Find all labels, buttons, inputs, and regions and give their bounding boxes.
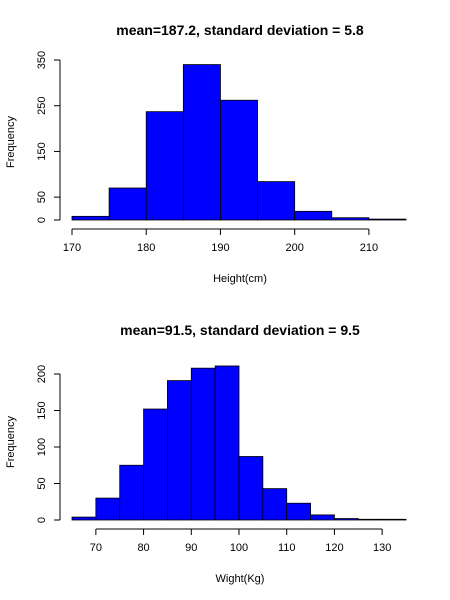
histogram-bar bbox=[182, 64, 221, 221]
x-tick-label: 190 bbox=[211, 242, 229, 254]
axes: 170 180 190 200 210 0 50 150 250 350 bbox=[36, 51, 378, 254]
axes: 70 80 90 100 110 120 130 0 50 100 150 200 bbox=[36, 365, 391, 554]
histogram-bar bbox=[190, 367, 216, 521]
y-tick-label: 0 bbox=[36, 517, 48, 523]
x-tick-label: 210 bbox=[360, 242, 378, 254]
chart-title: mean=187.2, standard deviation = 5.8 bbox=[116, 22, 364, 38]
histogram-bar bbox=[238, 456, 264, 521]
histogram-bar bbox=[71, 215, 110, 221]
histogram-bar bbox=[294, 210, 333, 221]
histogram-bar bbox=[71, 516, 97, 521]
histogram-bar bbox=[108, 187, 147, 221]
y-tick-label: 50 bbox=[36, 191, 48, 203]
histogram-bar bbox=[145, 111, 184, 221]
histogram-bar bbox=[220, 99, 258, 221]
histogram-bar bbox=[143, 408, 168, 521]
y-axis-label: Frequency bbox=[5, 416, 17, 468]
x-tick-label: 130 bbox=[373, 542, 391, 554]
x-tick-label: 100 bbox=[230, 542, 248, 554]
y-axis-label: Frequency bbox=[5, 116, 17, 168]
height-histogram-panel: mean=187.2, standard deviation = 5.8 Hei… bbox=[5, 22, 407, 285]
chart-title: mean=91.5, standard deviation = 9.5 bbox=[120, 322, 360, 338]
histogram-bar bbox=[357, 518, 383, 521]
x-tick-label: 80 bbox=[137, 542, 149, 554]
y-tick-label: 200 bbox=[36, 365, 48, 383]
y-tick-label: 250 bbox=[36, 97, 48, 115]
histogram-bar bbox=[286, 502, 311, 521]
x-axis-label: Height(cm) bbox=[213, 273, 267, 285]
y-tick-label: 0 bbox=[36, 217, 48, 223]
x-tick-label: 180 bbox=[137, 242, 155, 254]
x-tick-label: 120 bbox=[325, 542, 343, 554]
bars bbox=[71, 365, 407, 521]
y-tick-label: 100 bbox=[36, 438, 48, 456]
y-tick-label: 350 bbox=[36, 51, 48, 69]
bars bbox=[71, 64, 407, 221]
y-tick-label: 150 bbox=[36, 401, 48, 419]
x-tick-label: 90 bbox=[185, 542, 197, 554]
histogram-bar bbox=[334, 518, 359, 521]
x-tick-label: 170 bbox=[63, 242, 81, 254]
histogram-bar bbox=[262, 488, 288, 521]
y-tick-label: 150 bbox=[36, 142, 48, 160]
histogram-bar bbox=[257, 181, 296, 221]
y-tick-label: 50 bbox=[36, 477, 48, 489]
histogram-bar bbox=[214, 365, 240, 521]
histogram-bar bbox=[331, 217, 370, 221]
x-tick-label: 70 bbox=[90, 542, 102, 554]
histogram-bar bbox=[368, 218, 407, 221]
histogram-bar bbox=[381, 518, 407, 521]
x-tick-label: 110 bbox=[278, 542, 296, 554]
histogram-bar bbox=[310, 514, 335, 521]
histogram-bar bbox=[95, 497, 121, 521]
x-axis-label: Wight(Kg) bbox=[216, 573, 265, 585]
histogram-bar bbox=[167, 380, 192, 521]
histogram-bar bbox=[119, 464, 144, 521]
weight-histogram-panel: mean=91.5, standard deviation = 9.5 Wigh… bbox=[5, 322, 407, 585]
x-tick-label: 200 bbox=[285, 242, 303, 254]
